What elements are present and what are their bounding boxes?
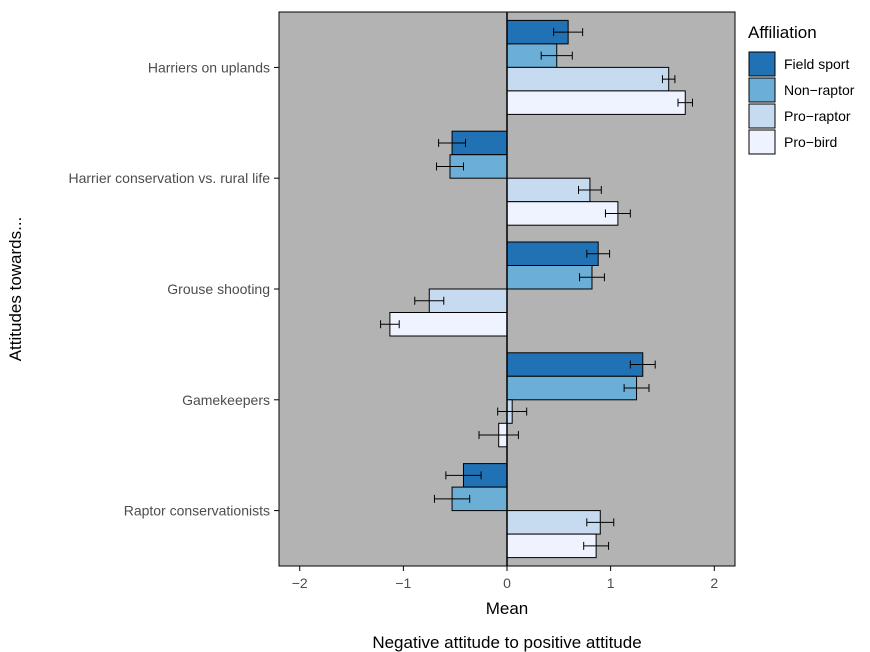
- bar: [507, 178, 590, 202]
- bar: [507, 67, 669, 91]
- bar: [507, 202, 618, 226]
- y-tick-label: Grouse shooting: [167, 281, 270, 297]
- legend-label: Pro−bird: [784, 134, 837, 150]
- y-axis-title: Attitudes towards...: [6, 217, 25, 362]
- bar: [507, 353, 643, 377]
- legend-label: Pro−raptor: [784, 108, 851, 124]
- x-axis-title: Mean: [486, 599, 529, 618]
- legend-key: [749, 52, 775, 76]
- x-axis: −2 −1 0 1 2: [292, 566, 719, 591]
- legend: Affiliation Field sport Non−raptor Pro−rap…: [748, 23, 855, 154]
- x-tick-label: −1: [395, 575, 411, 591]
- bar: [390, 313, 507, 337]
- x-tick-label: −2: [292, 575, 308, 591]
- x-tick-label: 0: [503, 575, 511, 591]
- y-tick-label: Harrier conservation vs. rural life: [68, 170, 270, 186]
- legend-key: [749, 78, 775, 102]
- x-tick-label: 2: [710, 575, 718, 591]
- legend-key: [749, 130, 775, 154]
- y-tick-label: Harriers on uplands: [148, 59, 270, 75]
- y-tick-label: Raptor conservationists: [124, 503, 270, 519]
- chart-caption: Negative attitude to positive attitude: [372, 633, 641, 652]
- legend-label: Non−raptor: [784, 82, 855, 98]
- legend-label: Field sport: [784, 56, 849, 72]
- y-axis: Harriers on uplands Harrier conservation …: [68, 59, 279, 518]
- bar: [507, 91, 685, 115]
- bar: [507, 534, 596, 558]
- x-tick-label: 1: [607, 575, 615, 591]
- legend-title: Affiliation: [748, 23, 817, 42]
- bar: [507, 376, 637, 400]
- bar: [507, 511, 600, 534]
- y-tick-label: Gamekeepers: [182, 392, 270, 408]
- legend-key: [749, 104, 775, 128]
- bar: [507, 242, 598, 266]
